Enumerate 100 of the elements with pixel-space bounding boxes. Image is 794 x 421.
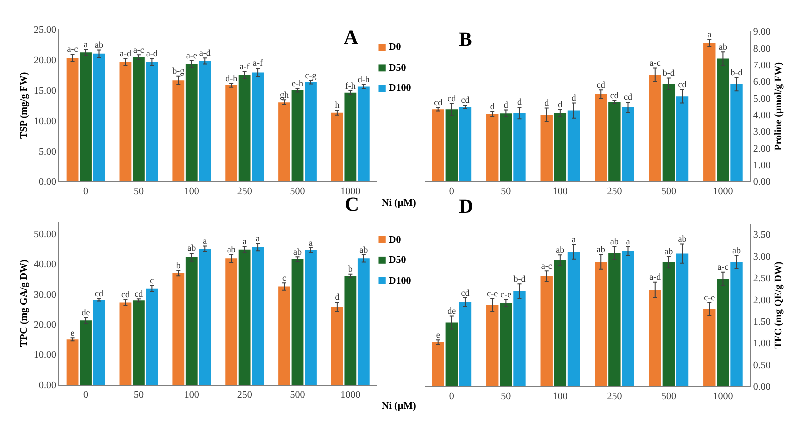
y-tick-label: 10.00 xyxy=(34,116,57,128)
x-tick-label: 50 xyxy=(501,392,512,403)
data-label: cd xyxy=(448,94,457,104)
y-tick-label: 8.00 xyxy=(753,44,771,55)
y-tick-label: 2.00 xyxy=(753,144,771,155)
data-label: a-c xyxy=(541,260,552,271)
y-axis-title: TPC (mg GA/g DW) xyxy=(19,260,30,348)
data-label: c-e xyxy=(704,292,716,303)
data-label: ab xyxy=(664,246,674,257)
data-label: ab xyxy=(596,244,606,254)
x-tick-label: 50 xyxy=(501,186,512,198)
x-tick-label: 0 xyxy=(84,390,89,401)
x-tick-label: 100 xyxy=(552,186,568,198)
x-tick-label: 500 xyxy=(661,186,676,198)
x-tick-label: 100 xyxy=(184,186,200,198)
data-label: d xyxy=(504,100,509,110)
y-tick-label: 1.00 xyxy=(753,160,771,172)
data-label: b-d xyxy=(662,68,676,78)
data-label: ab xyxy=(95,40,104,50)
data-label: d xyxy=(490,102,496,112)
y-tick-label: 3.50 xyxy=(753,230,771,242)
data-label: a-d xyxy=(199,48,212,58)
data-label: b-g xyxy=(172,66,186,76)
data-label: a-c xyxy=(67,44,78,54)
x-tick-label: 250 xyxy=(237,390,252,401)
y-tick-label: 2.00 xyxy=(753,295,771,306)
x-tick-label: 0 xyxy=(449,186,454,198)
data-label: ab xyxy=(360,244,369,255)
data-label: a-f xyxy=(253,58,264,68)
y-tick-label: 6.00 xyxy=(753,77,771,88)
data-label: ab xyxy=(610,236,620,247)
data-label: e-h xyxy=(292,78,304,88)
y-axis-title: TSP (mg/g FW) xyxy=(19,72,30,139)
y-tick-label: 40.00 xyxy=(34,260,57,271)
x-tick-label: 500 xyxy=(661,392,676,403)
data-label: b-d xyxy=(514,274,526,284)
data-label: c xyxy=(282,272,287,283)
legend-label: D50 xyxy=(389,255,406,266)
x-tick-label: 250 xyxy=(237,186,252,198)
x-tick-label: 1000 xyxy=(713,392,734,403)
legend-label: D100 xyxy=(389,276,412,287)
legend-label: D0 xyxy=(389,235,402,246)
data-label: d xyxy=(335,292,340,302)
data-label: de xyxy=(448,306,456,316)
data-label: a-d xyxy=(146,48,158,58)
data-label: cd xyxy=(678,80,688,90)
chart-title: D xyxy=(459,196,474,218)
data-label: d-h xyxy=(226,73,238,84)
data-label: cd xyxy=(461,95,470,106)
y-tick-label: 5.00 xyxy=(753,94,771,105)
data-label: a-f xyxy=(240,61,250,72)
y-tick-label: 50.00 xyxy=(34,229,57,240)
y-tick-label: 1.00 xyxy=(753,338,771,350)
data-label: cd xyxy=(134,288,144,299)
x-axis-title: Ni (µM) xyxy=(382,401,416,412)
y-tick-label: 0.00 xyxy=(753,177,771,188)
y-tick-label: 30.00 xyxy=(34,290,57,301)
data-label: a xyxy=(308,238,313,248)
y-tick-label: 20.00 xyxy=(34,55,57,66)
data-label: ab xyxy=(188,243,197,254)
chart-title: B xyxy=(459,29,472,51)
data-label: a-c xyxy=(650,58,661,68)
chart-title: A xyxy=(344,27,359,49)
x-tick-label: 50 xyxy=(134,186,144,198)
x-tick-label: 1000 xyxy=(340,390,361,401)
data-label: d xyxy=(572,93,577,104)
data-label: gh xyxy=(280,90,290,100)
data-label: ab xyxy=(556,244,566,255)
x-tick-label: 250 xyxy=(607,392,622,403)
data-label: c-e xyxy=(487,288,498,299)
data-label: cd xyxy=(434,98,444,108)
legend-label: D50 xyxy=(389,63,406,74)
y-tick-label: 25.00 xyxy=(34,25,57,36)
x-tick-label: 250 xyxy=(607,186,622,198)
y-tick-label: 0.00 xyxy=(39,380,57,392)
data-label: e xyxy=(70,328,75,338)
y-axis-title: Proline (µmol/g FW) xyxy=(773,62,784,151)
data-label: a-e xyxy=(186,50,198,60)
data-label: a-c xyxy=(133,44,144,55)
data-label: b xyxy=(176,260,182,270)
y-tick-label: 3.00 xyxy=(753,252,771,263)
x-tick-label: 50 xyxy=(134,390,144,401)
data-label: cd xyxy=(121,289,130,300)
data-label: a xyxy=(242,236,247,247)
data-label: b xyxy=(348,264,354,274)
data-label: e xyxy=(436,330,440,340)
y-axis-title: TFC (mg QE/g DW) xyxy=(773,262,784,349)
data-label: a xyxy=(708,30,712,40)
y-tick-label: 1.50 xyxy=(753,316,771,328)
x-tick-label: 0 xyxy=(449,392,454,403)
data-label: cd xyxy=(596,80,606,90)
y-tick-label: 9.00 xyxy=(753,27,771,38)
x-tick-label: 500 xyxy=(290,186,306,198)
y-tick-label: 5.00 xyxy=(39,146,57,158)
y-tick-label: 0.50 xyxy=(753,360,771,372)
x-tick-label: 500 xyxy=(290,390,306,401)
data-label: cd xyxy=(461,288,470,298)
y-tick-label: 15.00 xyxy=(34,86,57,97)
data-label: ab xyxy=(718,42,728,52)
data-label: de xyxy=(82,307,90,318)
